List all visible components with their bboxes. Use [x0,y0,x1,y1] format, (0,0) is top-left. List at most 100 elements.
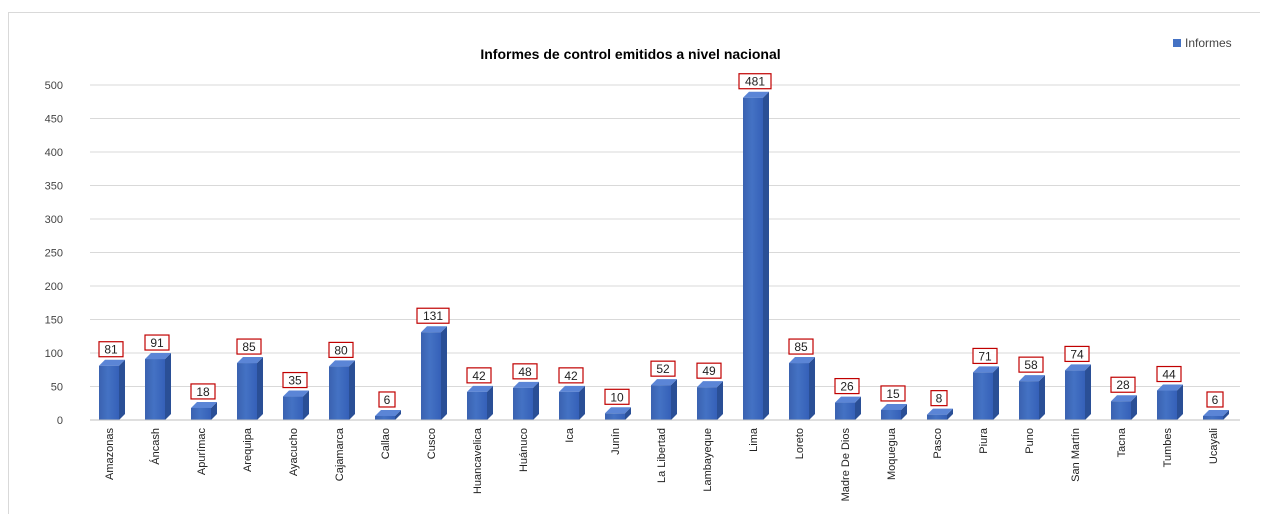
data-label-box [144,334,170,351]
data-label-box [512,363,538,380]
bar-top [697,381,723,388]
data-label: 26 [840,380,854,394]
data-label: 48 [518,365,532,379]
data-label: 44 [1162,368,1176,382]
bar [99,365,119,420]
data-label-box [834,377,860,395]
data-label: 6 [1212,393,1219,407]
data-label-box [738,73,772,90]
x-tick-label: Callao [380,428,392,459]
bar-top [605,407,631,414]
bar [1111,401,1131,420]
x-tick-label: Ucayali [1208,428,1220,464]
y-tick-label: 50 [51,382,63,394]
x-tick-label: Cusco [426,428,438,459]
data-label-box [190,383,216,400]
bar [973,372,993,420]
bar-top [191,401,217,408]
bar-top [927,408,953,415]
bar-top [513,381,539,388]
legend-label: Informes [1185,36,1232,50]
data-label: 481 [745,75,765,89]
bar-top [881,403,907,410]
bar [145,359,165,420]
bar-top [559,385,585,392]
data-label-box [1064,345,1090,363]
data-label-box [378,391,396,408]
legend: Informes [1173,36,1232,50]
data-label: 71 [978,349,992,363]
data-label: 85 [794,340,808,354]
x-tick-label: Cajamarca [334,427,346,481]
bar-side [625,407,631,420]
bar-top [1111,395,1137,402]
bar-side [901,403,907,420]
data-label-box [466,367,492,384]
y-tick-label: 250 [45,248,63,260]
y-tick-label: 300 [45,214,63,226]
bar-side [119,359,125,420]
bar [191,407,211,420]
bar [881,409,901,420]
x-tick-label: Piura [978,427,990,454]
bar-side [533,381,539,420]
data-label-box [972,347,998,365]
y-tick-label: 0 [57,415,63,427]
y-tick-label: 500 [45,80,63,92]
x-tick-label: Ica [564,427,576,443]
bar-side [993,366,999,420]
x-tick-label: Madre De Dios [840,428,852,502]
bar-side [579,385,585,420]
data-label-box [328,341,354,358]
x-tick-label: Lima [748,427,760,452]
bar [375,415,395,420]
bar-side [349,360,355,420]
bar-side [487,385,493,420]
y-tick-label: 150 [45,315,63,327]
bar-side [855,396,861,420]
x-tick-label: Tacna [1116,427,1128,457]
data-label: 18 [196,385,210,399]
bar-side [1223,409,1229,420]
bar-top [329,360,355,367]
data-label-box [558,367,584,384]
y-tick-label: 200 [45,281,63,293]
bar [1019,381,1039,420]
bar [329,366,349,420]
bar-top [1065,364,1091,371]
x-tick-label: Amazonas [104,428,116,480]
x-tick-label: Ayacucho [288,428,300,476]
bar-side [717,381,723,420]
bar-top [835,396,861,403]
bar-side [763,91,769,420]
bar [1065,370,1085,420]
x-tick-label: Puno [1024,428,1036,454]
data-label-box [880,385,906,402]
bar-side [1039,375,1045,420]
data-label: 74 [1070,347,1084,361]
bar-side [1177,384,1183,420]
bar [1157,390,1177,420]
bar-top [1019,375,1045,382]
bar-side [441,326,447,420]
bar-side [395,409,401,420]
x-tick-label: Áncash [149,428,162,465]
bar-top [1203,409,1229,416]
data-label: 35 [288,374,302,388]
bar-side [947,408,953,420]
bar-top [789,357,815,364]
bar [559,391,579,420]
bar-top [375,409,401,416]
data-label: 81 [104,343,118,357]
data-label: 49 [702,364,716,378]
bar-side [165,353,171,420]
bar-top [237,357,263,364]
bar-top [145,353,171,360]
data-label-box [98,341,124,358]
bar-side [211,401,217,420]
data-label: 80 [334,343,348,357]
x-tick-label: San Martín [1070,428,1082,482]
bar-top [743,91,769,98]
x-tick-label: Apurímac [196,428,208,476]
bar-side [257,357,263,420]
